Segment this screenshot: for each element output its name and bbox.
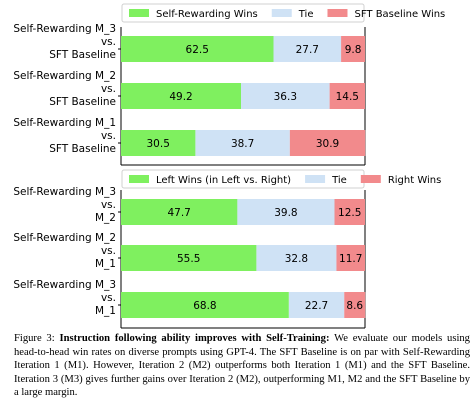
data-label-1-2: 55.5 (177, 253, 200, 265)
category-label-2: Self-Rewarding M_2 vs. M_1 (13, 232, 116, 270)
bar-2-3 (195, 130, 290, 156)
data-label-1-2: 49.2 (169, 91, 192, 103)
data-label-1-3: 30.5 (147, 138, 170, 150)
bar-3-1 (334, 199, 365, 225)
bar-2-2 (256, 245, 337, 271)
caption-bold: Instruction following ability improves w… (59, 333, 330, 344)
category-label-line: Self-Rewarding M_3 (13, 23, 116, 35)
category-label-line: vs. (101, 130, 116, 142)
bar-1-2 (121, 245, 257, 271)
category-label-line: vs. (101, 199, 116, 211)
data-label-3-3: 30.9 (316, 138, 339, 150)
category-label-line: vs. (101, 83, 116, 95)
category-label-line: vs. (101, 292, 116, 304)
legend-swatch-1 (129, 9, 149, 17)
category-label-1: Self-Rewarding M_3 vs. SFT Baseline (13, 23, 116, 61)
legend-label-1: Self-Rewarding Wins (156, 9, 258, 20)
bar-1-3 (121, 292, 289, 318)
bar-2-1 (273, 36, 342, 62)
bar-3-2 (329, 83, 365, 109)
legend-box (121, 3, 365, 23)
category-label-line: SFT Baseline (49, 49, 116, 61)
category-label-line: Self-Rewarding M_3 (13, 186, 116, 198)
data-label-2-3: 22.7 (305, 300, 328, 312)
category-label-1: Self-Rewarding M_3 vs. M_2 (13, 186, 116, 224)
bar-2-1 (237, 199, 335, 225)
legend-swatch-2 (271, 9, 292, 17)
category-label-2: Self-Rewarding M_2 vs. SFT Baseline (13, 70, 116, 108)
category-label-line: SFT Baseline (49, 96, 116, 108)
figure-caption: Figure 3: Instruction following ability … (14, 332, 470, 400)
data-label-3-2: 11.7 (339, 253, 362, 265)
legend-label-1: Left Wins (in Left vs. Right) (156, 175, 291, 186)
bar-3-2 (336, 245, 365, 271)
data-label-2-1: 27.7 (296, 44, 319, 56)
chart-panel-2: Left Wins (in Left vs. Right) Tie Right Wi… (13, 169, 442, 329)
data-label-3-1: 12.5 (338, 207, 361, 219)
category-label-line: vs. (101, 36, 116, 48)
legend-swatch-3 (327, 9, 348, 17)
category-label-line: M_1 (95, 258, 116, 270)
data-label-2-3: 38.7 (231, 138, 254, 150)
caption-text: We evaluate our models using head-to-hea… (14, 333, 470, 399)
bar-1-3 (121, 130, 196, 156)
data-label-1-3: 68.8 (193, 300, 216, 312)
category-label-line: SFT Baseline (49, 143, 116, 155)
data-label-2-1: 39.8 (274, 207, 297, 219)
caption-label: Figure 3: (14, 333, 55, 344)
legend-swatch-3 (360, 175, 381, 183)
category-label-line: Self-Rewarding M_3 (13, 279, 116, 291)
data-label-2-2: 36.3 (274, 91, 297, 103)
category-label-line: Self-Rewarding M_2 (13, 232, 116, 244)
data-label-1-1: 47.7 (167, 207, 190, 219)
chart-panel-1: Self-Rewarding Wins Tie SFT Baseline Wins S… (13, 3, 445, 166)
data-label-1-1: 62.5 (186, 44, 209, 56)
bar-3-3 (289, 130, 366, 156)
legend-label-3: SFT Baseline Wins (354, 9, 445, 20)
category-label-line: Self-Rewarding M_2 (13, 70, 116, 82)
bar-1-2 (121, 83, 242, 109)
category-label-line: M_2 (95, 212, 116, 224)
category-label-line: vs. (101, 245, 116, 257)
legend-label-3: Right Wins (388, 175, 442, 186)
figure: Self-Rewarding Wins Tie SFT Baseline Wins S… (13, 3, 445, 329)
legend-label-2: Tie (331, 175, 347, 186)
data-label-3-1: 9.8 (345, 44, 362, 56)
bar-1-1 (121, 199, 238, 225)
legend-label-2: Tie (298, 9, 314, 20)
data-label-3-3: 8.6 (346, 300, 363, 312)
bar-3-3 (344, 292, 366, 318)
category-label-3: Self-Rewarding M_1 vs. SFT Baseline (13, 117, 116, 155)
category-label-3: Self-Rewarding M_3 vs. M_1 (13, 279, 116, 317)
data-label-3-2: 14.5 (336, 91, 359, 103)
bar-2-3 (288, 292, 345, 318)
data-label-2-2: 32.8 (285, 253, 308, 265)
bar-3-1 (341, 36, 365, 62)
category-label-line: M_1 (95, 305, 116, 317)
legend-swatch-2 (305, 175, 326, 183)
bar-2-2 (241, 83, 330, 109)
legend-swatch-1 (129, 175, 149, 183)
category-label-line: Self-Rewarding M_1 (13, 117, 116, 129)
bar-1-1 (121, 36, 274, 62)
